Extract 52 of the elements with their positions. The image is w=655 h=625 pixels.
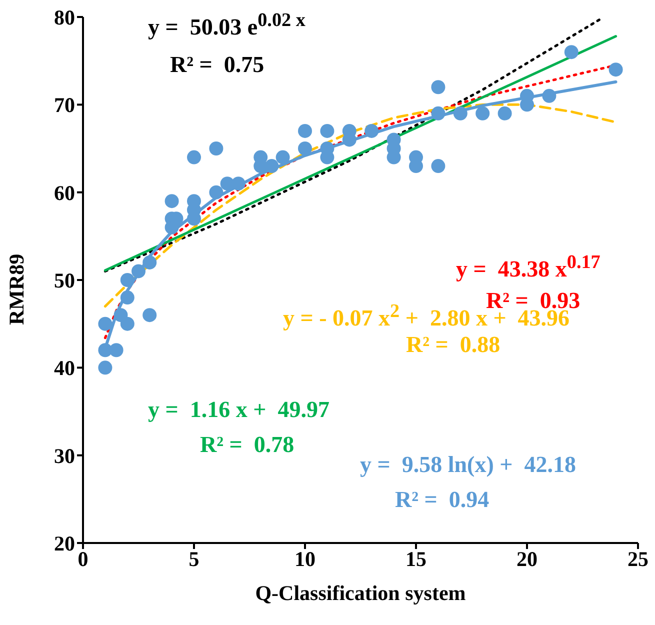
- x-tick-label: 0: [78, 546, 88, 571]
- point: [231, 176, 246, 191]
- point: [120, 316, 134, 331]
- y-tick-label: 20: [54, 531, 75, 556]
- x-tick-label: 15: [406, 546, 426, 571]
- point: [98, 360, 112, 375]
- text: y = 43.38 x$^{0.17}$: [456, 252, 600, 283]
- point: [542, 88, 556, 103]
- point: [298, 124, 312, 138]
- point: [264, 159, 279, 174]
- y-tick-label: 80: [54, 5, 75, 30]
- point: [142, 308, 157, 322]
- point: [498, 106, 512, 120]
- point: [364, 124, 379, 138]
- point: [476, 106, 490, 120]
- point: [608, 62, 623, 77]
- point: [209, 185, 224, 200]
- point: [276, 150, 290, 164]
- x-tick-label: 20: [516, 546, 538, 571]
- annotation: R² = 0.75: [170, 52, 264, 78]
- x-tick-label: 25: [628, 546, 648, 571]
- point: [298, 142, 312, 156]
- y-tick-label: 30: [54, 444, 75, 468]
- point: [187, 150, 201, 164]
- point: [431, 159, 446, 174]
- point: [209, 142, 224, 156]
- point: [431, 80, 446, 94]
- y-tick-label: 70: [54, 93, 75, 118]
- point: [320, 124, 334, 138]
- y-tick-label: 50: [54, 268, 75, 292]
- text: y = 9.58 ln(x) + 42.18: [360, 452, 576, 478]
- point: [164, 194, 179, 208]
- point: [109, 343, 124, 358]
- x-tick-label: 5: [188, 546, 200, 571]
- x-tick-label: 10: [294, 546, 316, 571]
- point: [98, 316, 112, 331]
- point: [564, 45, 578, 60]
- point: [120, 290, 134, 305]
- point: [431, 106, 446, 120]
- annotation: R² = 0.78: [200, 432, 294, 458]
- y-axis-title: RMR89: [4, 254, 28, 325]
- x-axis-title: Q-Classification system: [255, 581, 466, 605]
- point: [120, 273, 134, 287]
- text: y = 1.16 x + 49.97: [148, 397, 330, 423]
- text: y = 50.03 e$^{0.02 x}$: [148, 10, 306, 41]
- point: [142, 255, 157, 270]
- point: [132, 264, 146, 278]
- point: [453, 106, 468, 120]
- y-tick-label: 60: [54, 180, 75, 205]
- annotation: R² = 0.88: [406, 332, 500, 358]
- y-tick-label: 40: [54, 356, 75, 380]
- annotation: R² = 0.94: [395, 487, 490, 513]
